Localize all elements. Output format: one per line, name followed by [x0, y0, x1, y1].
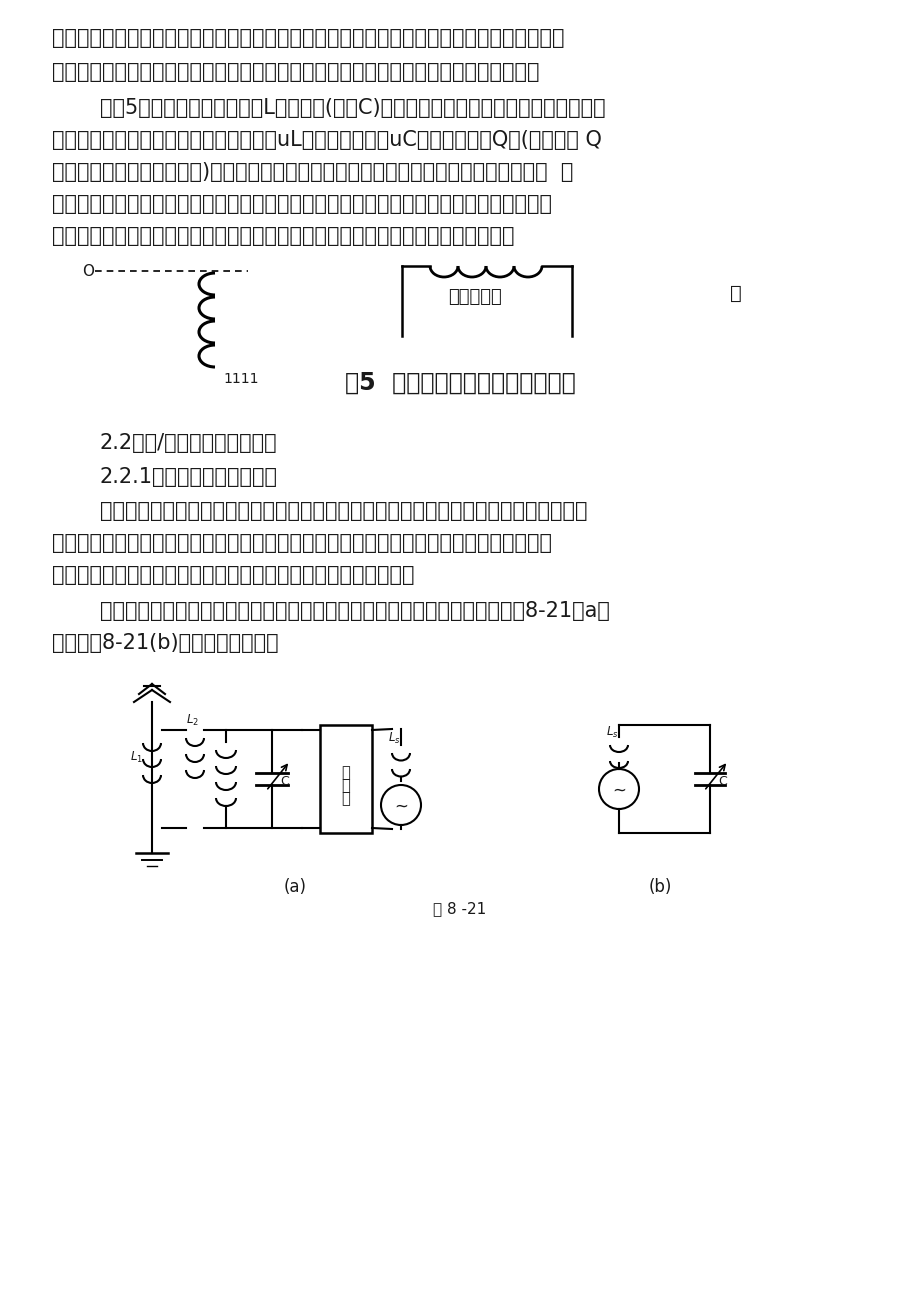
Text: 可以有效的发现设备中危险的集中性缺陷，是检验电气设备绝缘强度的最有效和最直接的方: 可以有效的发现设备中危险的集中性缺陷，是检验电气设备绝缘强度的最有效和最直接的方	[52, 533, 551, 553]
Text: 接: 接	[341, 766, 350, 780]
Text: $L_2$: $L_2$	[186, 713, 199, 728]
Text: $L_1$: $L_1$	[130, 750, 142, 766]
Text: 一般可达到几十至一百左右)。可见，电气试验中可以采用串联谐振法对电气设备进行耐压  试: 一般可达到几十至一百左右)。可见，电气试验中可以采用串联谐振法对电气设备进行耐压…	[52, 161, 573, 182]
Text: 利用串联谐振产生工频高电压，应用在高电压技术中，为变压器等电力设备做耐压试验，: 利用串联谐振产生工频高电压，应用在高电压技术中，为变压器等电力设备做耐压试验，	[100, 501, 587, 521]
Text: $L_s$: $L_s$	[388, 730, 401, 746]
Text: 交流耐压试验，常需要很庞大的试验设备，而现场往往不具备这些条件。对于大型变压器等被: 交流耐压试验，常需要很庞大的试验设备，而现场往往不具备这些条件。对于大型变压器等…	[52, 29, 564, 48]
Text: (b): (b)	[648, 878, 671, 896]
Text: 如图5所示，利用可调电抗器L与被试品(电容C)构成串联电路，调整电抗器电感的大小，: 如图5所示，利用可调电抗器L与被试品(电容C)构成串联电路，调整电抗器电感的大小…	[100, 98, 605, 118]
Text: 收: 收	[341, 779, 350, 793]
Text: $L_s$: $L_s$	[606, 725, 618, 740]
Text: ~: ~	[611, 783, 625, 799]
Text: 图 8 -21: 图 8 -21	[433, 901, 486, 917]
Text: 图5  串联谐振交流耐压试验原理图: 图5 串联谐振交流耐压试验原理图	[345, 371, 574, 395]
Text: 1111: 1111	[222, 372, 258, 385]
Text: ~: ~	[393, 798, 407, 816]
Text: C: C	[279, 775, 289, 788]
Text: 的仅仅是系统中有功消耗的部分，从而使得试验设备轻量化，十分适宜于现场试验。: 的仅仅是系统中有功消耗的部分，从而使得试验设备轻量化，十分适宜于现场试验。	[52, 227, 514, 246]
Text: (a): (a)	[283, 878, 306, 896]
Text: 所示。图8-21(b)是它的等效电路。: 所示。图8-21(b)是它的等效电路。	[52, 633, 278, 654]
Text: 试品，在交流耐压试验时的等值阻抗呈容性，被试品的电容量越大试验回路的电流越大。: 试品，在交流耐压试验时的等值阻抗呈容性，被试品的电容量越大试验回路的电流越大。	[52, 62, 539, 82]
Bar	[320, 725, 371, 833]
Text: 2.2、串/并联谐振电路的应用: 2.2、串/并联谐振电路的应用	[100, 434, 278, 453]
Text: 在收音机中，常利用串联谐振电路来选择电台信号，这个过程叫做调谐，如图8-21（a）: 在收音机中，常利用串联谐振电路来选择电台信号，这个过程叫做调谐，如图8-21（a…	[100, 602, 609, 621]
Text: 使之发生串联谐振。谐振时电感上的电压uL和电容上的电压uC是电源电压的Q倍(品质因数 Q: 使之发生串联谐振。谐振时电感上的电压uL和电容上的电压uC是电源电压的Q倍(品质…	[52, 130, 601, 150]
Text: O: O	[82, 264, 94, 279]
Circle shape	[380, 785, 421, 825]
Text: 验。试验电抗器电感和被试品的电容发生谐振时，会产生高电压和大电流，而电源所需提供: 验。试验电抗器电感和被试品的电容发生谐振时，会产生高电压和大电流，而电源所需提供	[52, 194, 551, 214]
Text: 可调电抗器: 可调电抗器	[448, 288, 501, 306]
Text: C: C	[717, 775, 726, 788]
Text: 2.2.1、串联谐振电路的应用: 2.2.1、串联谐振电路的应用	[100, 467, 278, 487]
Text: 法。应用在无线电工程中，常常利用串联谐振以获得较高的电压。: 法。应用在无线电工程中，常常利用串联谐振以获得较高的电压。	[52, 565, 414, 585]
Circle shape	[598, 769, 639, 809]
Text: 机: 机	[341, 792, 350, 806]
Text: 被: 被	[729, 284, 741, 303]
